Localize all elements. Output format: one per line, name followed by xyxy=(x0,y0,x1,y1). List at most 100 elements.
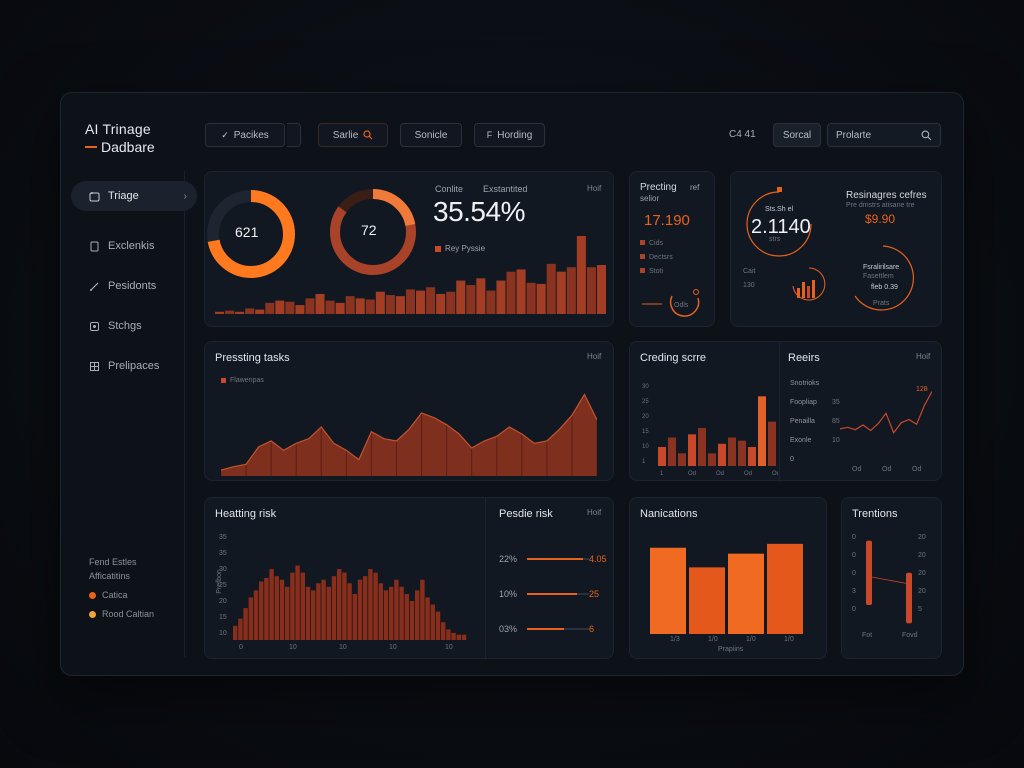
heating-bar xyxy=(295,565,300,640)
reeirs-meta: Hoif xyxy=(916,352,931,361)
search-icon xyxy=(363,130,373,140)
ring-b-label: Prats xyxy=(873,300,890,307)
trentions-y-left-tick: 3 xyxy=(852,588,856,595)
sidebar-item-label: Prelipaces xyxy=(108,360,160,372)
creding-reeirs-card: Creding scrre 30 25 20 15 10 1 1 Od Od Od Od Reeir… xyxy=(629,341,942,482)
nanications-title: Nanications xyxy=(640,508,698,520)
sidebar-item-stchgs[interactable]: Stchgs xyxy=(71,311,195,341)
overview-card: 621 72 Conlite Exstantited Hoif 35.54% R… xyxy=(204,171,614,327)
creding-bar xyxy=(678,453,686,466)
heating-y-tick: 15 xyxy=(219,614,227,621)
overview-bar xyxy=(255,309,265,314)
reeirs-peak-label: 128 xyxy=(916,386,928,393)
sidebar-item-exclenkis[interactable]: Exclenkis xyxy=(71,231,195,261)
trentions-y-left-tick: 0 xyxy=(852,606,856,613)
reeirs-line-chart xyxy=(840,391,932,434)
heating-bar xyxy=(435,611,441,640)
pesdie-progress-fill xyxy=(527,628,565,630)
sidebar-item-prelipaces[interactable]: Prelipaces xyxy=(71,351,195,381)
trentions-range-bar xyxy=(866,540,872,605)
creding-bar xyxy=(688,434,696,466)
heating-bar xyxy=(430,604,435,640)
toolbar-button-sonicle[interactable]: Sonicle xyxy=(400,123,462,147)
toolbar-button-sorcal[interactable]: Sorcal xyxy=(773,123,821,147)
heating-bar xyxy=(378,583,383,640)
toolbar-button-split[interactable] xyxy=(287,123,301,147)
legend-swatch-icon xyxy=(435,245,441,252)
overview-bar xyxy=(265,302,275,314)
pesdie-progress-track xyxy=(527,593,589,595)
trentions-y-right-tick: 20 xyxy=(918,588,926,595)
overview-header-a: Conlite xyxy=(435,184,464,194)
overview-bar xyxy=(596,264,606,314)
toolbar-button-hording[interactable]: F Hording xyxy=(474,123,545,147)
heating-bar xyxy=(311,590,316,640)
sidebar-item-triage[interactable]: Triage › xyxy=(71,181,197,211)
predicting-gauge xyxy=(642,289,700,317)
overview-bar xyxy=(576,236,586,314)
overview-bar xyxy=(215,311,225,314)
ring-a-value: 2.1140 xyxy=(751,216,811,238)
creding-bar xyxy=(738,440,746,466)
pesdie-row-value: 25 xyxy=(589,589,600,599)
pesdie-row-value: 4.05 xyxy=(589,554,607,564)
donut-secondary-value: 72 xyxy=(361,222,377,238)
creding-y-tick: 10 xyxy=(642,444,649,450)
overview-bar xyxy=(275,300,285,314)
pesdie-progress-fill xyxy=(527,593,577,595)
resinagres-title: Resinagres cefres xyxy=(846,190,927,201)
donut-chart-primary xyxy=(207,190,295,278)
heating-y-tick: 20 xyxy=(219,598,227,605)
toolbar-button-sarlie[interactable]: Sarlie xyxy=(318,123,388,147)
pressing-line xyxy=(221,393,597,471)
sidebar-divider xyxy=(184,171,185,657)
pressing-tasks-card: Pressting tasks Hoif Flawenpas xyxy=(204,341,614,481)
sidebar-footer-item-label: Rood Caltian xyxy=(102,609,155,619)
overview-bar xyxy=(436,293,446,314)
overview-percent: 35.54% xyxy=(433,196,525,227)
pesdie-title: Pesdie risk xyxy=(499,508,553,520)
overview-bar xyxy=(375,291,385,314)
check-icon: ✓ xyxy=(221,129,229,140)
creding-y-tick: 1 xyxy=(642,459,646,465)
heating-bar xyxy=(373,572,378,640)
creding-bar xyxy=(658,447,666,466)
sidebar-item-label: Exclenkis xyxy=(108,240,155,252)
reeirs-x-tick: Od xyxy=(882,466,892,473)
heating-y-tick: 10 xyxy=(219,630,227,637)
search-input[interactable]: Prolarte xyxy=(827,123,941,147)
legend-swatch-icon xyxy=(640,254,645,259)
heating-bar xyxy=(269,569,274,640)
sidebar-item-pesidonts[interactable]: Pesidonts xyxy=(71,271,195,301)
legend-swatch-icon xyxy=(640,240,645,245)
trentions-y-right-tick: 20 xyxy=(918,534,926,541)
sidebar-footer-item-label: Catica xyxy=(102,590,128,600)
creding-y-tick: 30 xyxy=(642,384,649,390)
overview-bar xyxy=(556,271,566,314)
sidebar-footer-item[interactable]: Catica xyxy=(89,588,154,602)
trentions-y-left-tick: 0 xyxy=(852,552,856,559)
heating-bar xyxy=(238,618,243,640)
overview-bar xyxy=(466,285,476,314)
pesdie-row-label: 22% xyxy=(499,554,518,564)
ring-b-top-label: Fsralirilsare xyxy=(863,264,900,271)
toolbar-button-pacikes[interactable]: ✓ Pacikes xyxy=(205,123,285,147)
heating-bar xyxy=(389,586,394,640)
predicting-subtitle: selior xyxy=(640,194,660,203)
creding-bar xyxy=(758,396,766,466)
sidebar-footer-item[interactable]: Rood Caltian xyxy=(89,607,154,621)
heating-y-tick: 35 xyxy=(219,534,227,541)
overview-bar xyxy=(456,280,466,314)
creding-title: Creding scrre xyxy=(640,352,707,364)
overview-bar xyxy=(285,301,295,314)
heating-bar xyxy=(368,569,373,640)
resinagres-card: Sts.Sh el 2.1140 strs Resinagres cefres … xyxy=(730,171,942,327)
heating-bar xyxy=(337,569,342,640)
donut-chart-secondary xyxy=(330,189,416,275)
pesdie-progress-track xyxy=(527,628,589,630)
donut-primary-value: 621 xyxy=(235,224,259,240)
app-title-line1: AI Trinage xyxy=(85,121,151,137)
dashboard-window: AI Trinage Dadbare ✓ Pacikes Sarlie Soni… xyxy=(60,92,964,676)
heating-bar xyxy=(352,593,357,640)
creding-bar xyxy=(708,453,716,466)
